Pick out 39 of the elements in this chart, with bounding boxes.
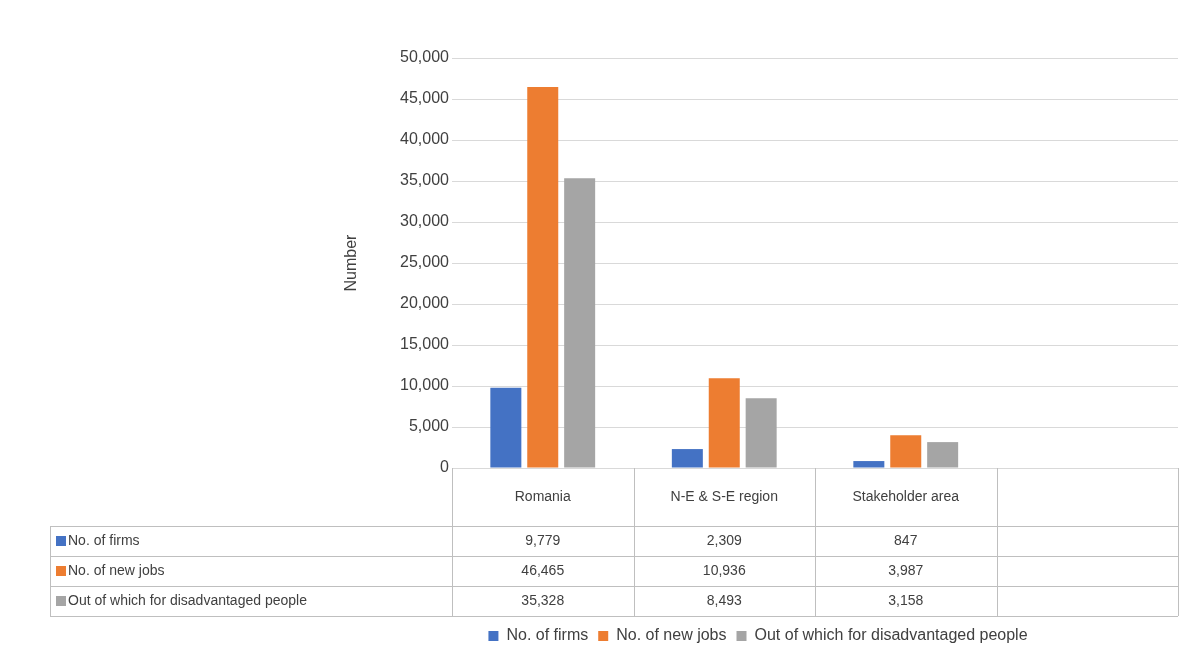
data-label: 10,936	[702, 561, 746, 578]
bar	[527, 86, 559, 468]
data-label: 46,465	[521, 561, 565, 578]
y-axis-title: Number	[342, 233, 360, 292]
data-label: 3,987	[888, 561, 924, 578]
legend-label: Out of which for disadvantaged people	[754, 626, 1028, 644]
bar	[564, 178, 596, 468]
data-label: 8,493	[706, 591, 742, 608]
text: Out of which for disadvantaged people	[68, 591, 307, 608]
bar	[708, 378, 740, 468]
data-label: 9,779	[525, 531, 561, 548]
y-tick-label: 0	[440, 458, 450, 476]
y-tick-label: 35,000	[400, 171, 450, 189]
y-tick-label: 5,000	[408, 417, 450, 435]
bar	[890, 435, 922, 468]
text: No. of new jobs	[68, 561, 165, 578]
bar	[745, 398, 777, 468]
y-tick-label: 10,000	[400, 376, 450, 394]
data-label: 2,309	[706, 531, 742, 548]
y-tick-label: 20,000	[400, 294, 450, 312]
y-tick-label: 50,000	[400, 48, 450, 66]
x-tick-label: Stakeholder area	[852, 487, 960, 504]
x-tick-label: Romania	[514, 487, 571, 504]
data-label: 3,158	[888, 591, 924, 608]
y-tick-label: 30,000	[400, 212, 450, 230]
bar	[927, 442, 959, 468]
bar	[671, 449, 703, 468]
legend-label: No. of new jobs	[616, 626, 727, 644]
y-tick-label: 45,000	[400, 89, 450, 107]
data-label: 35,328	[521, 591, 565, 608]
data-label: 847	[894, 531, 918, 548]
y-tick-label: 25,000	[400, 253, 450, 271]
bar	[853, 461, 885, 468]
legend-label: No. of firms	[506, 626, 589, 644]
y-tick-label: 15,000	[400, 335, 450, 353]
x-tick-label: N-E & S-E region	[670, 487, 778, 504]
text: No. of firms	[68, 531, 140, 548]
y-tick-label: 40,000	[400, 130, 450, 148]
bar	[490, 387, 522, 468]
